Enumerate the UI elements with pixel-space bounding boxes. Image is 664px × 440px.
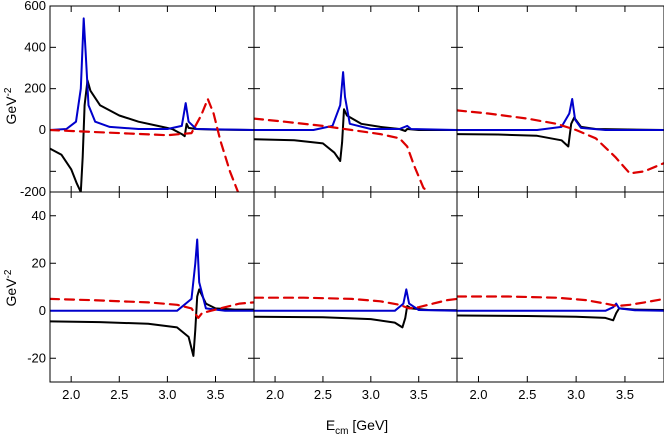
series-line-dashed-2	[254, 296, 457, 310]
series-line-1	[50, 238, 254, 312]
panel-frame	[456, 5, 664, 193]
y-tick-label: 200	[24, 81, 46, 96]
panel-frame	[253, 5, 458, 193]
panel-r1-c1: 2.0 2.5 3.0 3.5	[253, 191, 458, 402]
panel-r1-c0: 2.0 2.5 3.0 3.5 -20 0 20 40	[27, 191, 255, 402]
panel-r0-c1	[253, 5, 458, 193]
series-line-0	[50, 79, 254, 192]
x-tick-label: 2.0	[62, 387, 80, 402]
series-line-1	[50, 17, 254, 131]
panel-r1-c2: 2.0 2.5 3.0 3.5	[456, 191, 664, 402]
x-tick-label: 3.0	[362, 387, 380, 402]
y-tick-label: 40	[32, 208, 46, 223]
panel-frame	[49, 5, 255, 193]
x-tick-label: 3.5	[206, 387, 224, 402]
y-tick-label: 600	[24, 0, 46, 13]
series-line-dashed-2	[50, 297, 254, 319]
series-line-0	[457, 116, 664, 148]
panel-frame	[253, 191, 458, 383]
x-tick-label: 2.5	[314, 387, 332, 402]
series-line-0	[50, 288, 254, 357]
y-tick-label: -20	[27, 350, 46, 365]
panel-frame	[49, 191, 255, 383]
panel-frame	[456, 191, 664, 383]
series-group	[50, 17, 254, 192]
y-tick-label: 0	[39, 122, 46, 137]
series-group	[457, 295, 664, 322]
series-line-dashed-2	[50, 97, 240, 192]
y-tick-label: -200	[20, 184, 46, 199]
series-line-dashed-2	[457, 109, 664, 175]
y-tick-label: 0	[39, 303, 46, 318]
series-line-1	[457, 302, 664, 312]
x-tick-label: 3.5	[616, 387, 634, 402]
panel-r0-c2	[456, 5, 664, 193]
series-line-dashed-2	[457, 295, 664, 308]
x-tick-label: 2.0	[266, 387, 284, 402]
y-tick-label: 20	[32, 255, 46, 270]
x-axis-label: Ecm [GeV]	[326, 417, 388, 437]
y-axis-label-top: GeV-2	[3, 87, 19, 124]
panel-r0-c0: 0 200 400 600 -200	[20, 0, 255, 199]
series-group	[50, 238, 254, 357]
x-tick-label: 3.0	[158, 387, 176, 402]
series-line-0	[254, 108, 457, 162]
series-group	[254, 71, 457, 192]
series-group	[457, 98, 664, 175]
y-tick-label: 400	[24, 39, 46, 54]
x-tick-label: 2.0	[469, 387, 487, 402]
x-tick-label: 2.5	[518, 387, 536, 402]
series-line-1	[254, 288, 457, 312]
x-tick-label: 2.5	[110, 387, 128, 402]
x-tick-label: 3.0	[567, 387, 585, 402]
y-axis-label-bottom: GeV-2	[3, 269, 19, 306]
x-tick-label: 3.5	[410, 387, 428, 402]
series-line-1	[457, 98, 664, 131]
series-group	[254, 288, 457, 329]
